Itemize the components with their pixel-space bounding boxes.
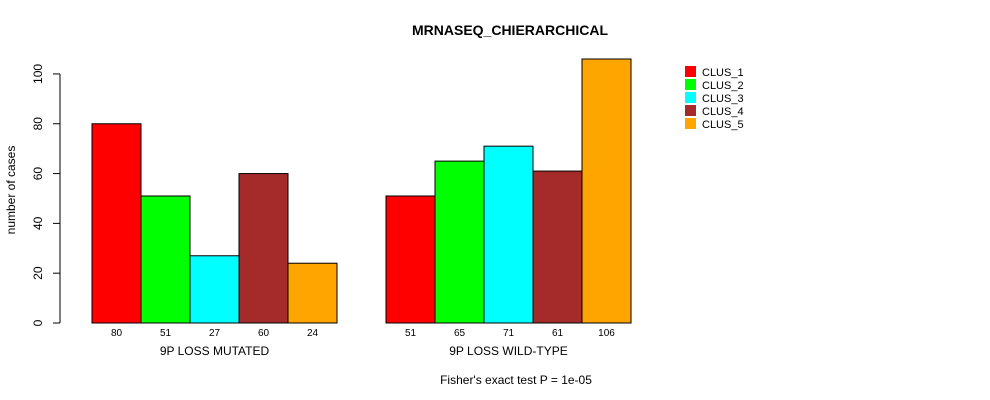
bars <box>91 58 632 324</box>
legend-swatch <box>685 105 696 116</box>
bar-count-labels: 80 51 27 60 24 51 65 71 61 106 <box>111 328 615 339</box>
bar-count-label: 65 <box>454 328 466 339</box>
y-tick-label: 80 <box>31 117 45 131</box>
legend-swatch <box>685 66 696 77</box>
y-tick-label: 40 <box>31 216 45 230</box>
y-tick-label: 60 <box>31 167 45 181</box>
group-label: 9P LOSS WILD-TYPE <box>449 344 567 358</box>
bar <box>238 173 289 324</box>
bar-count-label: 80 <box>111 328 123 339</box>
bar-count-label: 61 <box>552 328 564 339</box>
legend-label: CLUS_4 <box>702 106 744 118</box>
legend-label: CLUS_5 <box>702 119 744 131</box>
y-tick-label: 20 <box>31 266 45 280</box>
bar-count-label: 71 <box>503 328 515 339</box>
bar <box>287 262 338 324</box>
y-axis-label: number of cases <box>4 146 18 235</box>
chart-title: MRNASEQ_CHIERARCHICAL <box>412 22 608 38</box>
y-axis-ticks: 0 20 40 60 80 100 <box>31 64 60 326</box>
bar-count-label: 60 <box>258 328 270 339</box>
legend-label: CLUS_3 <box>702 93 744 105</box>
legend-swatch <box>685 79 696 90</box>
bar <box>434 160 485 324</box>
bar-count-label: 24 <box>307 328 319 339</box>
bar <box>483 145 534 324</box>
y-tick-label: 0 <box>31 319 45 326</box>
bar <box>581 58 632 324</box>
test-note: Fisher's exact test P = 1e-05 <box>440 373 592 387</box>
bar-count-label: 27 <box>209 328 221 339</box>
legend-label: CLUS_2 <box>702 80 744 92</box>
group-label: 9P LOSS MUTATED <box>160 344 270 358</box>
legend-swatch <box>685 92 696 103</box>
bar <box>532 170 583 324</box>
bar-count-label: 51 <box>405 328 417 339</box>
bar-count-label: 51 <box>160 328 172 339</box>
legend-label: CLUS_1 <box>702 67 744 79</box>
bar <box>385 195 436 324</box>
group-labels: 9P LOSS MUTATED 9P LOSS WILD-TYPE <box>160 344 568 358</box>
y-tick-label: 100 <box>31 64 45 84</box>
legend-swatch <box>685 118 696 129</box>
bar-count-label: 106 <box>598 328 615 339</box>
bar <box>140 195 191 324</box>
bar <box>189 255 240 324</box>
bar <box>91 123 142 324</box>
